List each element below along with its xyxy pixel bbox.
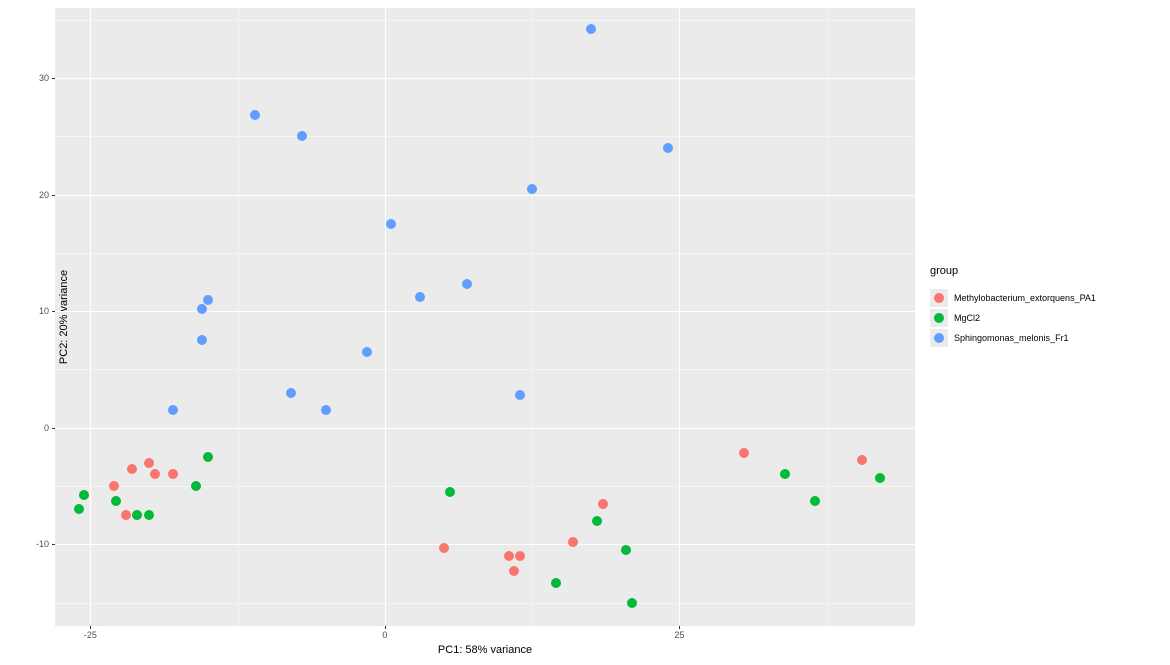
legend: group Methylobacterium_extorquens_PA1 MgC… [930,265,1096,349]
y-tick-mark [52,428,55,429]
grid-major-h [55,195,915,196]
grid-minor-v [238,8,239,626]
data-point [592,516,602,526]
grid-minor-h [55,20,915,21]
data-point [621,545,631,555]
legend-dot-icon [934,313,944,323]
data-point [415,292,425,302]
legend-key [930,309,948,327]
grid-minor-h [55,253,915,254]
data-point [144,458,154,468]
data-point [197,335,207,345]
grid-major-h [55,78,915,79]
data-point [663,143,673,153]
y-tick-mark [52,311,55,312]
legend-key [930,289,948,307]
data-point [780,469,790,479]
plot-panel: PC1: 58% variance PC2: 20% variance -250… [55,8,915,626]
data-point [127,464,137,474]
data-point [150,469,160,479]
data-point [111,496,121,506]
y-tick-mark [52,544,55,545]
data-point [197,304,207,314]
grid-major-h [55,544,915,545]
y-tick-label: -10 [36,539,49,549]
grid-minor-h [55,486,915,487]
data-point [74,504,84,514]
data-point [109,481,119,491]
legend-item: Sphingomonas_melonis_Fr1 [930,329,1096,347]
legend-item: MgCl2 [930,309,1096,327]
data-point [168,405,178,415]
data-point [168,469,178,479]
grid-minor-h [55,369,915,370]
data-point [144,510,154,520]
legend-dot-icon [934,333,944,343]
y-axis-label: PC2: 20% variance [58,270,70,364]
data-point [203,295,213,305]
data-point [121,510,131,520]
y-tick-mark [52,195,55,196]
data-point [462,279,472,289]
data-point [297,131,307,141]
legend-dot-icon [934,293,944,303]
x-tick-mark [385,626,386,629]
data-point [445,487,455,497]
data-point [286,388,296,398]
data-point [439,543,449,553]
data-point [509,566,519,576]
x-tick-mark [90,626,91,629]
grid-major-h [55,428,915,429]
x-tick-label: 25 [674,630,684,640]
x-tick-label: 0 [382,630,387,640]
data-point [598,499,608,509]
grid-major-v [90,8,91,626]
data-point [515,390,525,400]
y-tick-label: 30 [39,73,49,83]
legend-label: Methylobacterium_extorquens_PA1 [954,293,1096,303]
legend-item: Methylobacterium_extorquens_PA1 [930,289,1096,307]
data-point [203,452,213,462]
grid-minor-h [55,136,915,137]
y-tick-label: 20 [39,190,49,200]
data-point [527,184,537,194]
data-point [875,473,885,483]
grid-major-h [55,311,915,312]
data-point [250,110,260,120]
grid-major-v [385,8,386,626]
data-point [362,347,372,357]
legend-label: Sphingomonas_melonis_Fr1 [954,333,1069,343]
grid-major-v [679,8,680,626]
data-point [386,219,396,229]
legend-label: MgCl2 [954,313,980,323]
legend-title: group [930,265,1096,277]
grid-minor-v [827,8,828,626]
data-point [504,551,514,561]
data-point [515,551,525,561]
data-point [551,578,561,588]
x-tick-label: -25 [84,630,97,640]
data-point [739,448,749,458]
y-tick-label: 0 [44,423,49,433]
data-point [810,496,820,506]
data-point [79,490,89,500]
pca-scatter-chart: PC1: 58% variance PC2: 20% variance -25 0… [0,0,1170,665]
y-tick-mark [52,78,55,79]
data-point [191,481,201,491]
data-point [627,598,637,608]
data-point [857,455,867,465]
data-point [321,405,331,415]
legend-key [930,329,948,347]
grid-minor-v [532,8,533,626]
data-point [586,24,596,34]
y-tick-label: 10 [39,306,49,316]
x-axis-label: PC1: 58% variance [438,644,532,656]
data-point [568,537,578,547]
data-point [132,510,142,520]
x-tick-mark [679,626,680,629]
grid-minor-h [55,603,915,604]
